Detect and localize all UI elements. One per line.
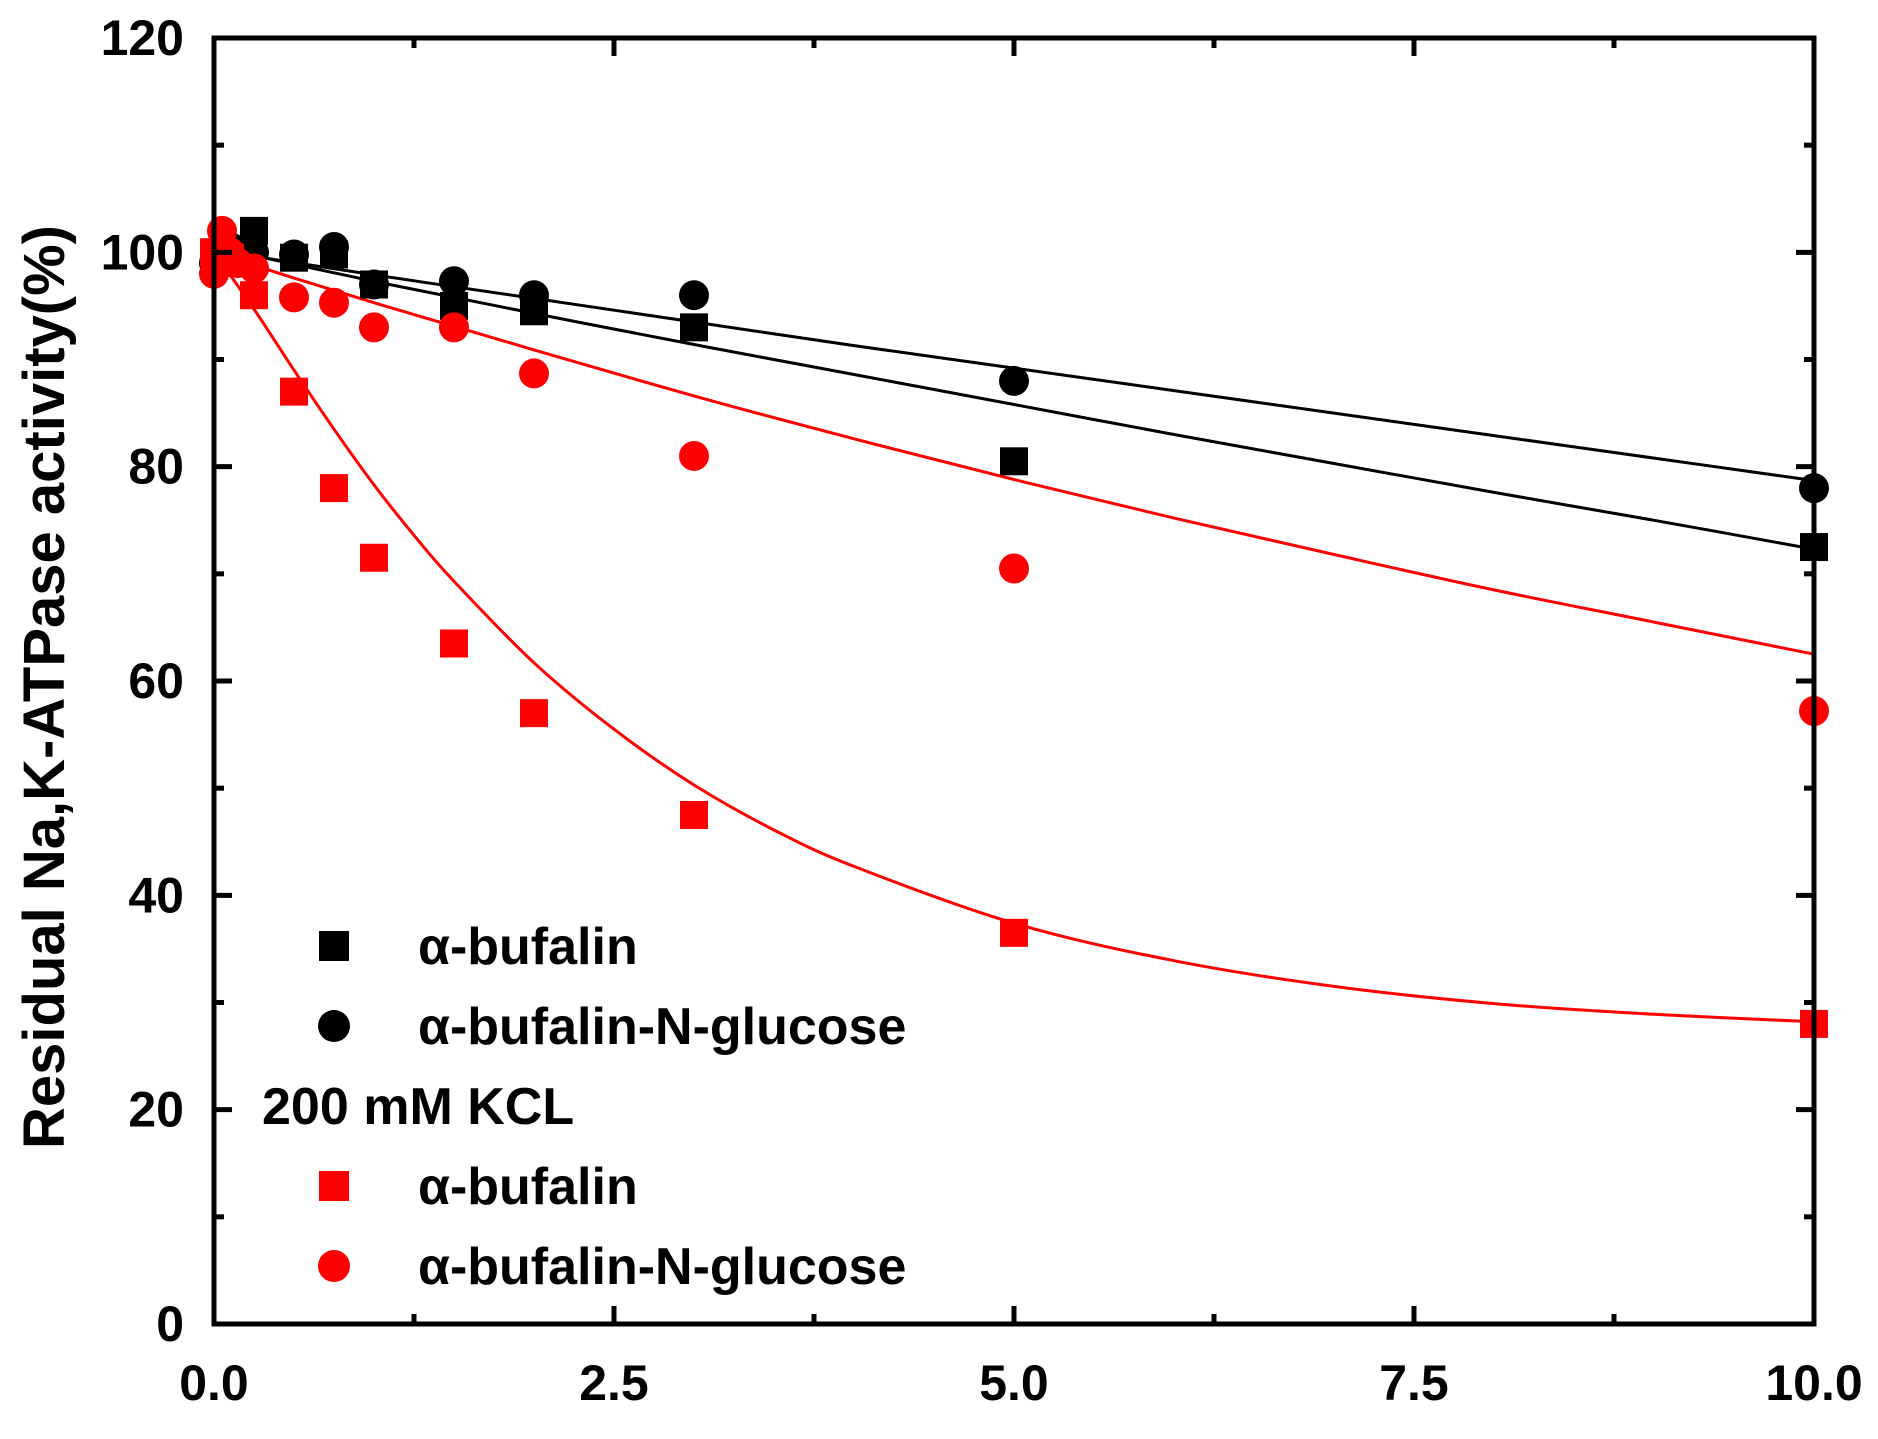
data-point-series-3 (679, 440, 709, 471)
data-point-series-1 (519, 280, 549, 311)
data-point-series-2 (1000, 918, 1028, 947)
fit-lines (212, 245, 1815, 1024)
x-tick-label: 10.0 (1765, 1355, 1862, 1411)
legend-marker-3 (318, 1250, 350, 1282)
legend-label: α-bufalin (418, 918, 638, 976)
y-tick-label: 120 (101, 10, 184, 66)
y-tick-label: 0 (156, 1296, 184, 1352)
data-point-series-1 (359, 269, 389, 300)
data-point-series-1 (999, 365, 1029, 396)
legend-label: α-bufalin (418, 1158, 638, 1216)
data-point-series-0 (1000, 447, 1028, 476)
data-point-series-2 (320, 474, 348, 503)
fit-line-series-0 (213, 245, 1815, 551)
data-point-series-3 (239, 253, 269, 284)
legend-label: α-bufalin-N-glucose (418, 998, 906, 1056)
data-point-series-1 (319, 231, 349, 262)
data-point-series-2 (440, 629, 468, 658)
x-tick-label: 2.5 (579, 1355, 649, 1411)
y-tick-label: 80 (128, 439, 184, 495)
y-tick-label: 20 (128, 1082, 184, 1138)
data-point-series-0 (680, 313, 708, 342)
data-point-series-3 (439, 312, 469, 343)
fit-line-series-3 (213, 250, 1815, 656)
data-point-series-3 (519, 358, 549, 389)
x-tick-label: 7.5 (1379, 1355, 1449, 1411)
y-axis-label: Residual Na,K-ATPase activity(%) (12, 225, 77, 1149)
data-point-series-2 (360, 543, 388, 572)
data-point-series-3 (999, 553, 1029, 584)
legend-marker-0 (319, 931, 349, 961)
data-points (199, 215, 1829, 1038)
data-point-series-2 (280, 377, 308, 406)
x-tick-label: 5.0 (979, 1355, 1049, 1411)
axis-ticks (211, 35, 1817, 1327)
fit-line-series-2 (212, 251, 1815, 1024)
y-tick-label: 60 (128, 653, 184, 709)
data-point-series-2 (520, 699, 548, 728)
data-point-series-2 (240, 281, 268, 310)
data-point-series-3 (319, 287, 349, 318)
tick-labels: 0.0 2.5 5.0 7.5 10.0 0 20 40 60 80 100 120 (101, 10, 1863, 1411)
data-point-series-3 (279, 282, 309, 313)
legend: α-bufalin α-bufalin-N-glucose 200 mM KCL α-… (262, 918, 906, 1296)
y-tick-label: 40 (128, 867, 184, 923)
data-point-series-3 (359, 312, 389, 343)
legend-label: α-bufalin-N-glucose (418, 1238, 906, 1296)
legend-marker-2 (319, 1171, 349, 1201)
data-point-series-2 (680, 800, 708, 829)
data-point-series-1 (279, 239, 309, 270)
data-point-series-1 (439, 266, 469, 297)
legend-heading: 200 mM KCL (262, 1078, 574, 1136)
legend-marker-1 (318, 1010, 350, 1042)
y-tick-label: 100 (101, 224, 184, 280)
data-point-series-1 (679, 280, 709, 311)
x-tick-label: 0.0 (179, 1355, 249, 1411)
